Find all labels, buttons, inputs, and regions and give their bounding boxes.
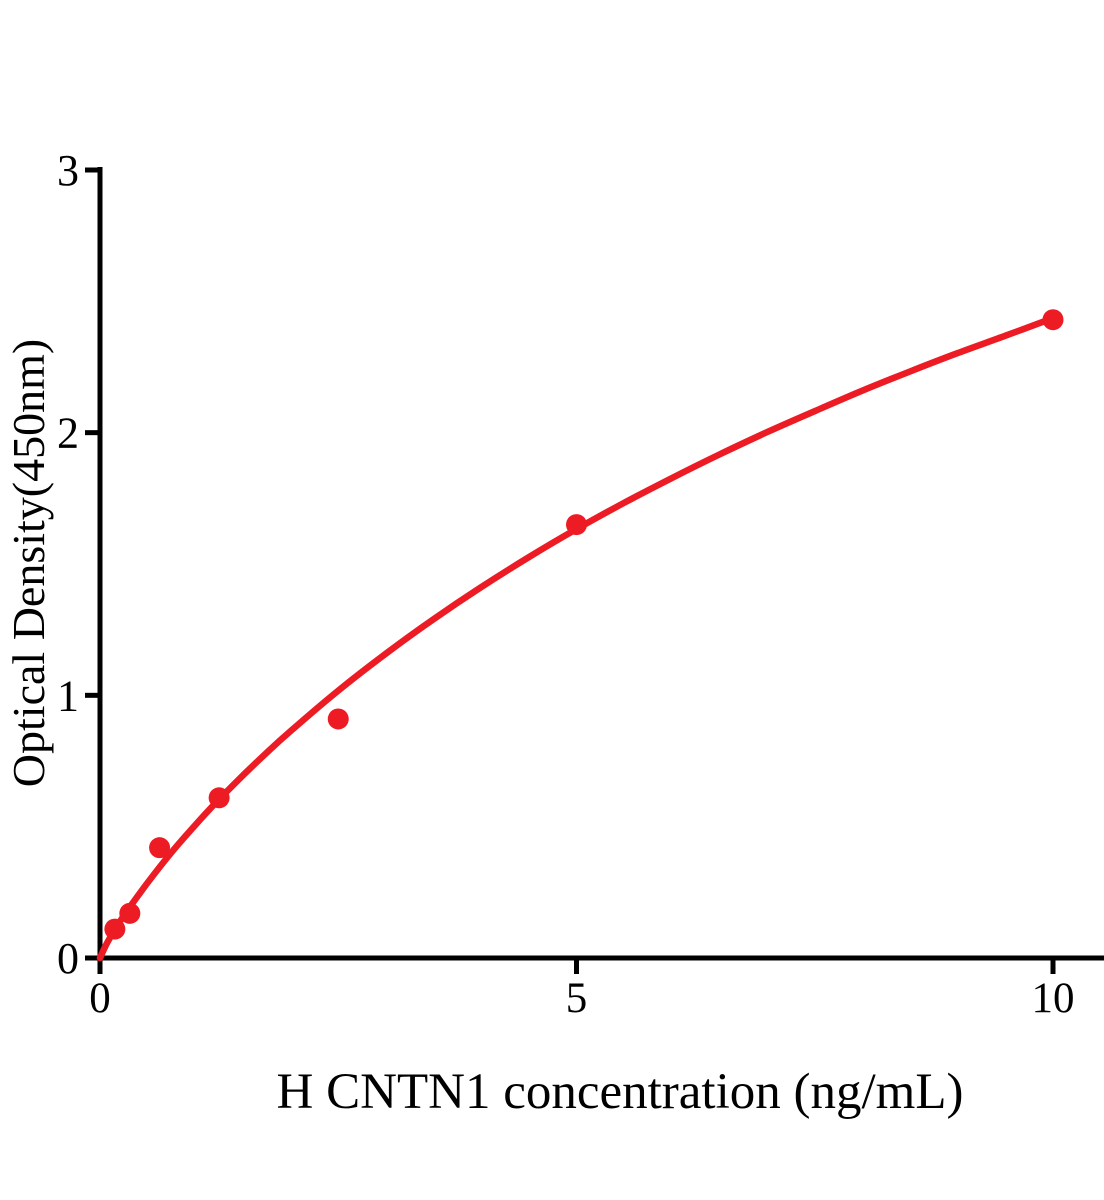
x-tick-label: 5 bbox=[566, 975, 588, 1022]
tick-labels: 0 1 2 3 0 5 10 bbox=[57, 146, 1075, 1022]
x-tick-label: 10 bbox=[1032, 975, 1075, 1022]
data-point bbox=[119, 902, 141, 924]
y-tick-label: 3 bbox=[57, 146, 79, 195]
data-point bbox=[104, 918, 126, 940]
data-point bbox=[1042, 309, 1064, 331]
data-points bbox=[104, 309, 1064, 940]
data-point bbox=[208, 787, 230, 809]
data-point bbox=[327, 708, 349, 730]
y-tick-label: 1 bbox=[57, 671, 79, 720]
y-tick-label: 0 bbox=[57, 934, 79, 983]
y-tick-label: 2 bbox=[57, 409, 79, 458]
y-axis-title: Optical Density(450nm) bbox=[3, 339, 54, 787]
axes bbox=[85, 167, 1104, 974]
data-point bbox=[149, 837, 171, 859]
data-point bbox=[566, 514, 587, 536]
x-tick-label: 0 bbox=[89, 975, 111, 1022]
fit-curve-line bbox=[96, 314, 1057, 962]
x-axis-title: H CNTN1 concentration (ng/mL) bbox=[277, 1064, 964, 1120]
